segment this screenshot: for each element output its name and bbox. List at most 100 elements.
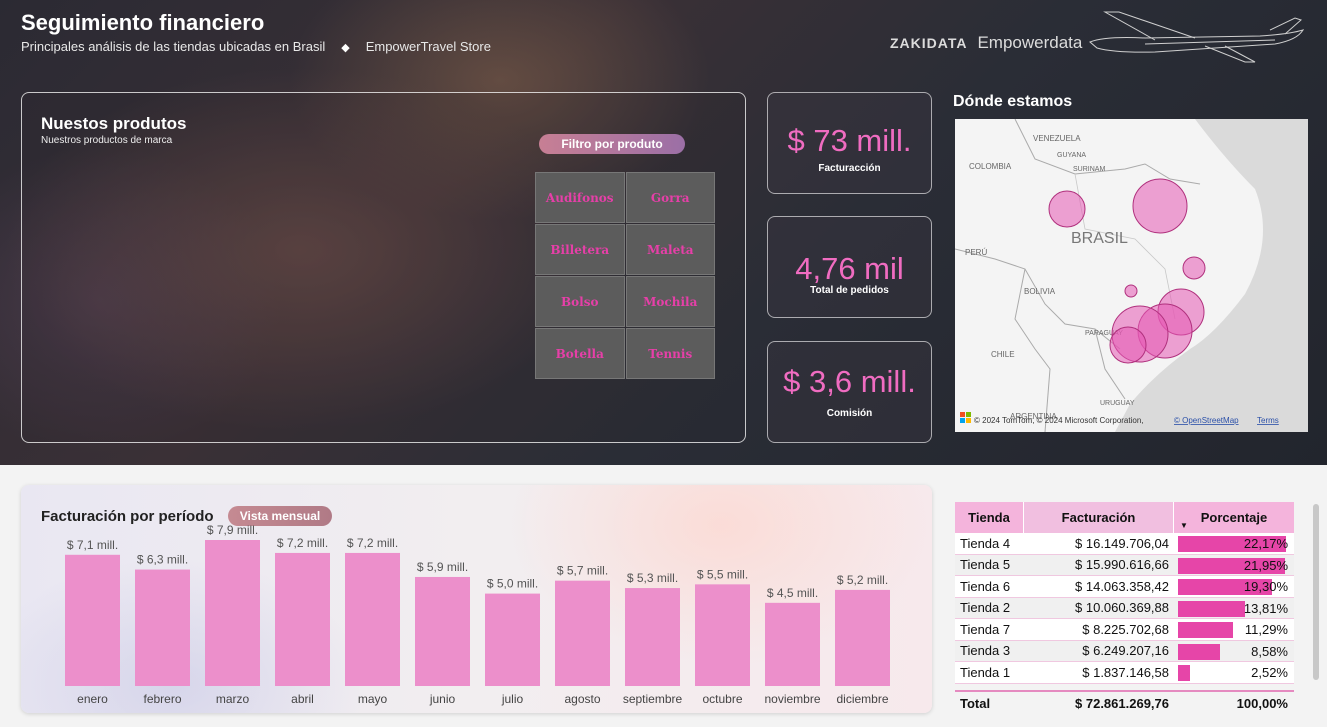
bar-enero[interactable] <box>65 554 120 686</box>
map-attribution: © 2024 TomTom, © 2024 Microsoft Corporat… <box>974 416 1144 425</box>
chart-title: Facturación por período <box>41 508 214 525</box>
kpi-card-commission: $ 3,6 mill. Comisión <box>767 341 932 443</box>
revenue-cell: $ 14.063.358,42 <box>1075 578 1169 594</box>
store-cell: Tienda 2 <box>960 600 1011 616</box>
map-bubble <box>1132 178 1188 234</box>
product-tile[interactable]: Maleta <box>625 224 715 275</box>
product-tile[interactable]: Billetera <box>535 224 625 275</box>
percentage-bar <box>1178 579 1273 595</box>
percentage-cell: 21,95% <box>1174 555 1294 576</box>
bar-febrero[interactable] <box>135 569 190 686</box>
table-row[interactable]: Tienda 5 $ 15.990.616,66 21,95% <box>955 554 1294 576</box>
brand-logo: ZAKIDATA Empowerdata <box>890 33 1082 53</box>
data-label: $ 5,5 mill. <box>697 567 748 581</box>
percentage-value: 8,58% <box>1251 643 1288 659</box>
bar-noviembre[interactable] <box>765 602 820 686</box>
page-title: Seguimiento financiero <box>21 10 265 35</box>
bar-agosto[interactable] <box>555 580 610 686</box>
product-tile[interactable]: Gorra <box>625 172 715 223</box>
table-row[interactable]: Tienda 7 $ 8.225.702,68 11,29% <box>955 619 1294 641</box>
column-header-revenue[interactable]: Facturación <box>1023 502 1174 533</box>
bar-marzo[interactable] <box>205 540 260 686</box>
terms-link[interactable]: Terms <box>1257 416 1279 425</box>
map-label: BRASIL <box>1071 230 1128 247</box>
bar-octubre[interactable] <box>695 584 750 686</box>
table-row[interactable]: Tienda 6 $ 14.063.358,42 19,30% <box>955 576 1294 598</box>
percentage-value: 21,95% <box>1243 557 1288 573</box>
store-table: Tienda Facturación ▼ Porcentaje Tienda 4… <box>955 502 1294 716</box>
revenue-cell: $ 15.990.616,66 <box>1075 557 1169 573</box>
map-bubble <box>1182 256 1206 280</box>
map-label: PARAGUAY <box>1085 330 1123 337</box>
x-tick-label: julio <box>501 692 524 706</box>
data-label: $ 7,2 mill. <box>277 536 328 550</box>
products-card: Nuestos produtos Nuestros productos de m… <box>21 92 746 443</box>
brand-zakidata: ZAKIDATA <box>890 35 968 51</box>
map-label: VENEZUELA <box>1033 134 1081 143</box>
bar-diciembre[interactable] <box>835 589 890 686</box>
product-tile[interactable]: Audifonos <box>535 172 625 223</box>
column-header-store[interactable]: Tienda <box>968 510 1010 525</box>
map-label: GUYANA <box>1057 152 1086 159</box>
x-tick-label: mayo <box>358 692 388 706</box>
map-label: BOLIVIA <box>1024 287 1056 296</box>
table-row[interactable]: Tienda 1 $ 1.837.146,58 2,52% <box>955 662 1294 684</box>
x-tick-label: marzo <box>216 692 250 706</box>
percentage-bar <box>1178 557 1285 574</box>
product-tile[interactable]: Bolso <box>535 276 625 327</box>
percentage-value: 22,17% <box>1243 536 1288 551</box>
bar-mayo[interactable] <box>345 552 400 686</box>
period-chart-card: Facturación por período Vista mensual $ … <box>21 485 932 713</box>
map-bubble <box>1124 284 1138 298</box>
data-label: $ 5,3 mill. <box>627 571 678 585</box>
store-cell: Tienda 1 <box>960 664 1011 680</box>
total-revenue: $ 72.861.269,76 <box>1075 696 1169 711</box>
data-label: $ 5,7 mill. <box>557 564 608 578</box>
percentage-cell: 13,81% <box>1174 598 1294 619</box>
diamond-icon: ◆ <box>341 42 350 54</box>
bar-junio[interactable] <box>415 576 470 686</box>
percentage-bar <box>1178 622 1233 638</box>
map-label: CHILE <box>991 350 1015 359</box>
kpi-label: Facturacción <box>818 163 881 174</box>
subtitle-text: Principales análisis de las tiendas ubic… <box>21 39 326 54</box>
total-label: Total <box>960 696 991 711</box>
table-row[interactable]: Tienda 4 $ 16.149.706,04 22,17% <box>955 533 1294 555</box>
store-cell: Tienda 3 <box>960 643 1011 659</box>
store-name: EmpowerTravel Store <box>365 39 491 54</box>
map-visual[interactable]: VENEZUELA GUYANA SURINAM COLOMBIA BRASIL… <box>955 119 1308 432</box>
map-bubble <box>1109 326 1147 364</box>
x-tick-label: diciembre <box>836 692 888 706</box>
map-label: PERÚ <box>965 248 987 257</box>
percentage-cell: 19,30% <box>1174 576 1294 597</box>
openstreetmap-link[interactable]: © OpenStreetMap <box>1174 416 1239 425</box>
product-tile[interactable]: Tennis <box>625 328 715 379</box>
table-row[interactable]: Tienda 2 $ 10.060.369,88 13,81% <box>955 597 1294 619</box>
data-label: $ 6,3 mill. <box>137 553 188 567</box>
total-percentage: 100,00% <box>1236 696 1288 711</box>
x-tick-label: septiembre <box>623 692 683 706</box>
percentage-cell: 11,29% <box>1174 619 1294 640</box>
table-scrollbar[interactable] <box>1313 504 1319 680</box>
map-bubble <box>1048 190 1086 228</box>
column-header-percentage[interactable]: ▼ Porcentaje <box>1174 502 1294 533</box>
x-tick-label: febrero <box>143 692 181 706</box>
bar-septiembre[interactable] <box>625 588 680 686</box>
map-label: ARGENTINA <box>1010 412 1057 421</box>
data-label: $ 7,2 mill. <box>347 536 398 550</box>
product-tile[interactable]: Mochila <box>625 276 715 327</box>
store-cell: Tienda 6 <box>960 578 1011 594</box>
data-label: $ 7,9 mill. <box>207 523 258 537</box>
monthly-view-button[interactable]: Vista mensual <box>228 506 332 526</box>
column-header-label: Porcentaje <box>1200 510 1268 525</box>
store-cell: Tienda 4 <box>960 535 1011 551</box>
revenue-cell: $ 10.060.369,88 <box>1075 600 1169 616</box>
percentage-cell: 2,52% <box>1174 662 1294 683</box>
x-tick-label: agosto <box>564 692 600 706</box>
product-tile[interactable]: Botella <box>535 328 625 379</box>
store-cell: Tienda 5 <box>960 557 1011 573</box>
bar-abril[interactable] <box>275 552 330 686</box>
kpi-label: Total de pedidos <box>810 285 889 296</box>
bar-julio[interactable] <box>485 593 540 686</box>
table-row[interactable]: Tienda 3 $ 6.249.207,16 8,58% <box>955 640 1294 662</box>
